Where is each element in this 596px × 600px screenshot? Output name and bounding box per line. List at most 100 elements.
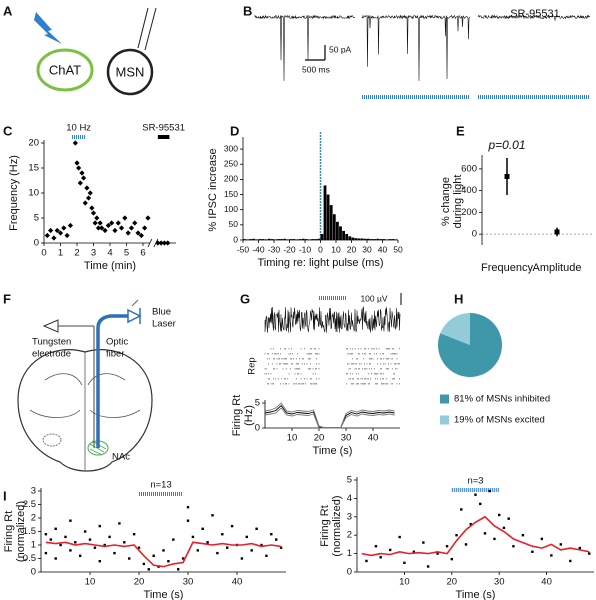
bar — [376, 238, 380, 240]
point — [488, 489, 491, 493]
x-tick-label: 30 — [494, 577, 505, 588]
scale-label: 50 pA — [329, 44, 352, 54]
x-tick-label: 10 — [85, 577, 96, 588]
point — [230, 524, 234, 528]
bar — [305, 239, 308, 240]
data-line — [264, 407, 395, 429]
point — [115, 220, 121, 226]
point — [172, 538, 175, 541]
point — [388, 548, 392, 552]
point — [464, 543, 468, 546]
point — [74, 541, 77, 544]
bar — [385, 239, 389, 240]
bar — [382, 239, 386, 240]
point — [507, 517, 510, 520]
point — [221, 533, 224, 536]
bar — [292, 239, 296, 240]
laser-diode — [127, 308, 142, 324]
point — [132, 220, 138, 226]
point — [84, 185, 90, 191]
data-line — [361, 515, 590, 557]
x-tick-label: 20 — [447, 577, 458, 588]
y-tick-label: 4 — [347, 493, 352, 504]
point — [177, 568, 180, 571]
point — [161, 240, 168, 246]
point — [77, 180, 83, 186]
bar — [255, 239, 259, 240]
y-tick-label: 600 — [461, 163, 477, 174]
bar — [394, 239, 398, 240]
x-tick-label: 10 — [287, 433, 298, 444]
y-tick-label: 150 — [224, 189, 238, 199]
bar — [267, 238, 271, 240]
pipette — [137, 7, 149, 49]
x-axis-label: Timing re: light pulse (ms) — [257, 257, 383, 269]
point — [98, 560, 101, 563]
point — [72, 140, 78, 146]
pipette — [144, 7, 157, 51]
point — [403, 561, 406, 564]
optic-fiber — [96, 314, 128, 329]
point — [54, 227, 60, 234]
y-tick-label: 200 — [224, 174, 238, 184]
point — [250, 549, 253, 552]
y-axis-label: during light — [452, 175, 464, 229]
bar — [339, 226, 342, 240]
bar — [345, 233, 349, 240]
point — [374, 545, 378, 548]
x-tick-label: -10 — [299, 244, 312, 254]
bar — [332, 214, 336, 240]
bar — [314, 239, 318, 240]
point — [265, 554, 268, 557]
point — [245, 535, 248, 539]
laser-label: Blue — [152, 307, 171, 318]
region-label: NAc — [112, 452, 130, 463]
panel-label: G — [240, 291, 250, 306]
y-axis-label: Frequency (Hz) — [8, 155, 20, 231]
y-tick-label: 0.5 — [23, 553, 36, 564]
point — [502, 526, 506, 530]
brain-detail — [29, 352, 141, 470]
x-axis-label: Time (s) — [456, 589, 496, 600]
point — [186, 519, 190, 522]
trace — [254, 14, 356, 81]
x-tick-label: Frequency — [481, 262, 533, 274]
point — [422, 541, 425, 544]
point — [142, 562, 146, 566]
y-axis-label: (normalized) — [15, 501, 27, 562]
point — [211, 514, 214, 517]
y-axis-label: Firing Rt — [319, 505, 331, 547]
pie-slice — [440, 313, 470, 345]
point — [109, 220, 115, 226]
x-tick-label: Amplitude — [533, 262, 582, 274]
point — [588, 552, 591, 555]
legend-label: 81% of MSNs inhibited — [454, 394, 550, 405]
x-tick-label: 20 — [347, 244, 357, 254]
point — [64, 535, 67, 539]
lightning-icon — [34, 12, 62, 44]
y-tick-label: 1 — [347, 548, 352, 559]
bar — [367, 238, 370, 240]
point — [469, 522, 472, 526]
trace — [477, 14, 591, 21]
x-tick-label: 40 — [368, 433, 379, 444]
point — [142, 225, 148, 231]
point — [483, 532, 487, 535]
y-tick-label: 10 — [28, 188, 39, 199]
point — [83, 530, 87, 533]
bar — [252, 238, 256, 240]
bar — [348, 236, 352, 240]
point — [132, 533, 136, 536]
point — [90, 210, 97, 216]
point — [108, 535, 111, 539]
bar — [274, 239, 277, 240]
bar — [311, 239, 314, 240]
brain-detail — [42, 433, 62, 447]
x-tick-label: 30 — [183, 577, 194, 588]
y-tick-label: 3 — [31, 486, 36, 497]
point — [74, 160, 80, 166]
y-tick-label: 300 — [224, 143, 238, 153]
point — [479, 502, 482, 506]
point — [54, 527, 57, 530]
y-tick-label: 2.5 — [23, 499, 36, 510]
